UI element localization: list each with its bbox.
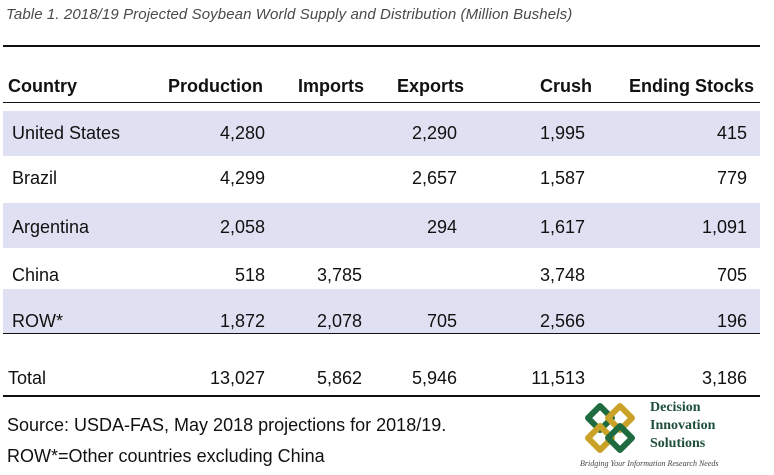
logo-line1: Decision [650,400,701,415]
top-rule [3,45,760,47]
table-row: Argentina 2,058 294 1,617 1,091 [3,203,760,248]
cell-ending-stocks: 779 [716,168,747,188]
header-imports: Imports [298,76,365,96]
cell-ending-stocks: 415 [716,123,747,143]
logo-line3: Solutions [650,436,706,451]
cell-production: 2,058 [219,217,265,237]
cell-imports: 2,078 [316,311,362,331]
row-footnote: ROW*=Other countries excluding China [7,446,325,466]
table-row: China 518 3,785 3,748 705 [3,250,760,295]
table-row: Brazil 4,299 2,657 1,587 779 [3,156,760,201]
table-caption: Table 1. 2018/19 Projected Soybean World… [6,6,573,23]
logo-tagline: Bridging Your Information Research Needs [580,459,719,468]
cell-production: 4,280 [219,123,265,143]
cell-production: 1,872 [219,311,265,331]
cell-crush: 3,748 [539,265,585,285]
cell-imports: 3,785 [316,265,362,285]
cell-crush: 11,513 [531,368,585,388]
cell-ending-stocks: 705 [716,265,747,285]
cell-production: 4,299 [219,168,265,188]
total-row: Total 13,027 5,862 5,946 11,513 3,186 [3,356,760,392]
cell-country: Total [8,368,47,388]
cell-country: Brazil [12,168,58,188]
cell-country: Argentina [12,217,90,237]
cell-crush: 1,617 [539,217,585,237]
cell-country: United States [12,123,121,143]
cell-ending-stocks: 196 [716,311,747,331]
cell-country: China [12,265,60,285]
cell-exports: 2,657 [411,168,457,188]
logo-line2: Innovation [650,418,716,433]
header-country: Country [8,76,77,96]
header-exports: Exports [397,76,465,96]
cell-ending-stocks: 1,091 [701,217,747,237]
table-row: United States 4,280 2,290 1,995 415 [3,111,760,156]
cell-production: 518 [234,265,265,285]
header-production: Production [168,76,263,96]
cell-crush: 2,566 [539,311,585,331]
cell-crush: 1,587 [539,168,585,188]
row-rule [3,333,760,334]
cell-production: 13,027 [209,368,265,388]
cell-exports: 705 [426,311,457,331]
cell-exports: 2,290 [411,123,457,143]
cell-exports: 294 [426,217,457,237]
cell-country: ROW* [12,311,63,331]
company-logo: Decision Innovation Solutions Bridging Y… [578,398,768,472]
cell-imports: 5,862 [316,368,362,388]
cell-ending-stocks: 3,186 [701,368,747,388]
cell-exports: 5,946 [411,368,457,388]
interlocking-knot-icon [585,403,635,453]
table-row: ROW* 1,872 2,078 705 2,566 196 [3,289,760,334]
cell-crush: 1,995 [539,123,585,143]
header-crush: Crush [540,76,593,96]
bottom-rule [3,395,760,397]
header-ending-stocks: Ending Stocks [629,76,755,96]
logo-wordmark: Decision Innovation Solutions [650,399,715,453]
header-rule [3,102,760,103]
source-note: Source: USDA-FAS, May 2018 projections f… [7,415,447,435]
